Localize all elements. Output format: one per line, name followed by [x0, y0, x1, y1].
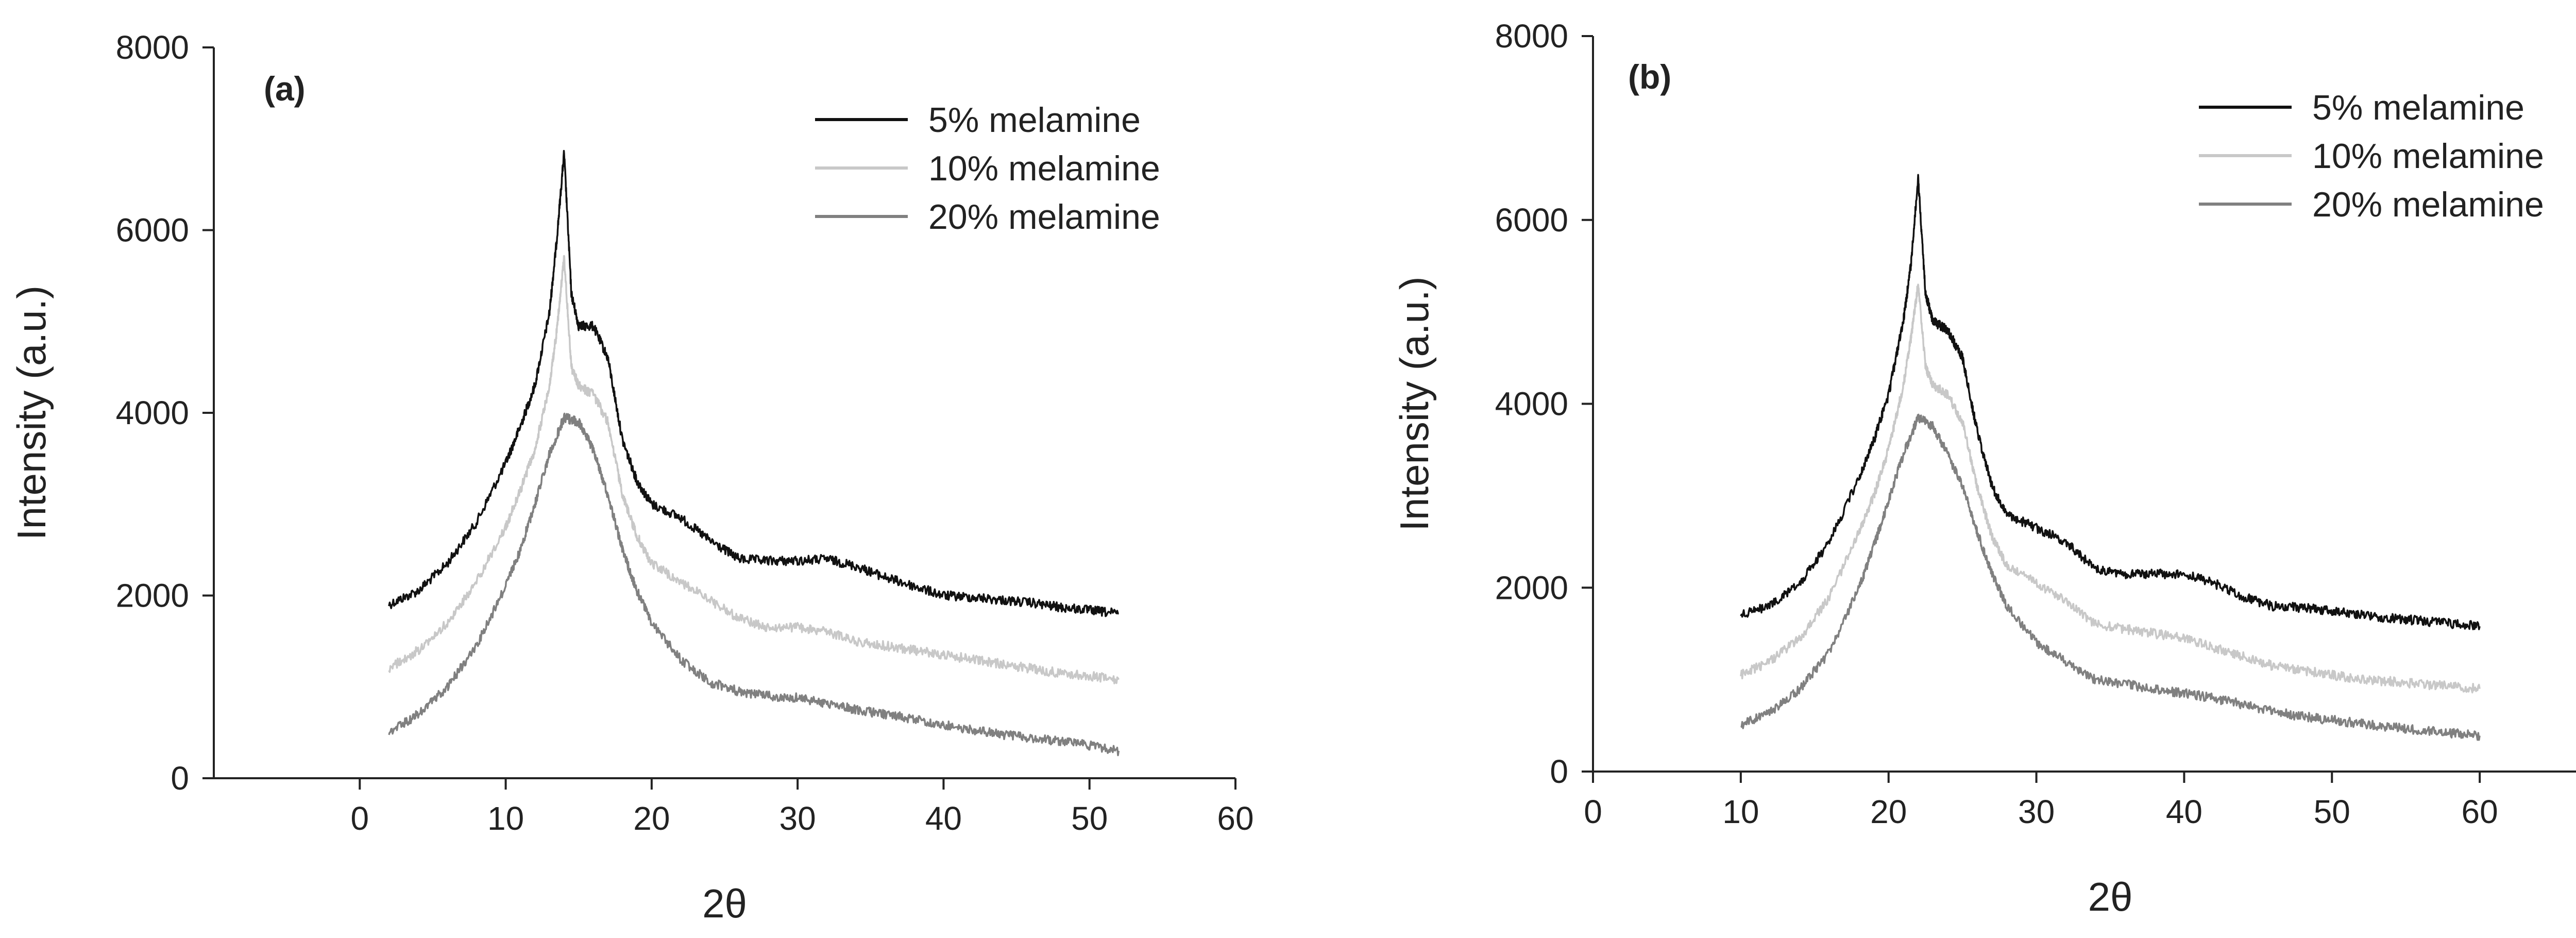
- legend-label: 10% melamine: [2312, 137, 2544, 176]
- series-line-2: [388, 255, 1120, 684]
- x-tick-label: 40: [2166, 793, 2202, 830]
- chart-panel-a: 0 10 20 30 40 50 60 0 2000 4000 6000 8000 2θ Intensit…: [9, 29, 1254, 926]
- x-tick-label: 50: [2314, 793, 2350, 830]
- legend-label: 20% melamine: [928, 197, 1160, 237]
- legend-label: 10% melamine: [928, 149, 1160, 188]
- panel-label: (b): [1628, 58, 1671, 96]
- x-tick-label: 30: [2018, 793, 2055, 830]
- x-tick-label: 20: [633, 800, 670, 837]
- series-line-2: [1740, 283, 2481, 694]
- legend-label: 5% melamine: [2312, 88, 2524, 127]
- y-axis-title: Intensity (a.u.): [1392, 276, 1437, 531]
- y-tick-label: 8000: [116, 29, 189, 66]
- x-tick-label: 60: [2462, 793, 2498, 830]
- series-line-3: [1740, 413, 2481, 741]
- x-tick-label: 0: [350, 800, 369, 837]
- y-tick-label: 4000: [116, 394, 189, 431]
- x-tick-label: 40: [925, 800, 962, 837]
- x-axis-title: 2θ: [702, 881, 747, 926]
- x-tick-label: 30: [779, 800, 816, 837]
- x-tick-label: 50: [1071, 800, 1108, 837]
- y-tick-label: 0: [1550, 753, 1568, 790]
- panel-label: (a): [264, 70, 306, 108]
- x-tick-label: 20: [1870, 793, 1907, 830]
- x-axis-title: 2θ: [2088, 874, 2133, 919]
- legend-label: 20% melamine: [2312, 185, 2544, 224]
- series-line-1: [388, 149, 1119, 617]
- legend-label: 5% melamine: [928, 100, 1141, 140]
- x-tick-label: 0: [1584, 793, 1602, 830]
- series-line-1: [1740, 174, 2481, 630]
- y-tick-label: 2000: [116, 577, 189, 614]
- x-tick-label: 10: [487, 800, 524, 837]
- y-tick-label: 6000: [1495, 202, 1568, 239]
- series-line-3: [388, 412, 1120, 757]
- y-tick-label: 0: [171, 760, 189, 797]
- x-tick-label: 10: [1722, 793, 1759, 830]
- x-tick-label: 60: [1217, 800, 1253, 837]
- y-tick-label: 2000: [1495, 569, 1568, 606]
- chart-panel-b: 010203040506070020004000600080002θIntens…: [1392, 18, 2576, 919]
- y-axis-title: Intensity (a.u.): [9, 286, 54, 540]
- y-tick-label: 6000: [116, 212, 189, 249]
- y-tick-label: 8000: [1495, 18, 1568, 55]
- y-tick-label: 4000: [1495, 386, 1568, 423]
